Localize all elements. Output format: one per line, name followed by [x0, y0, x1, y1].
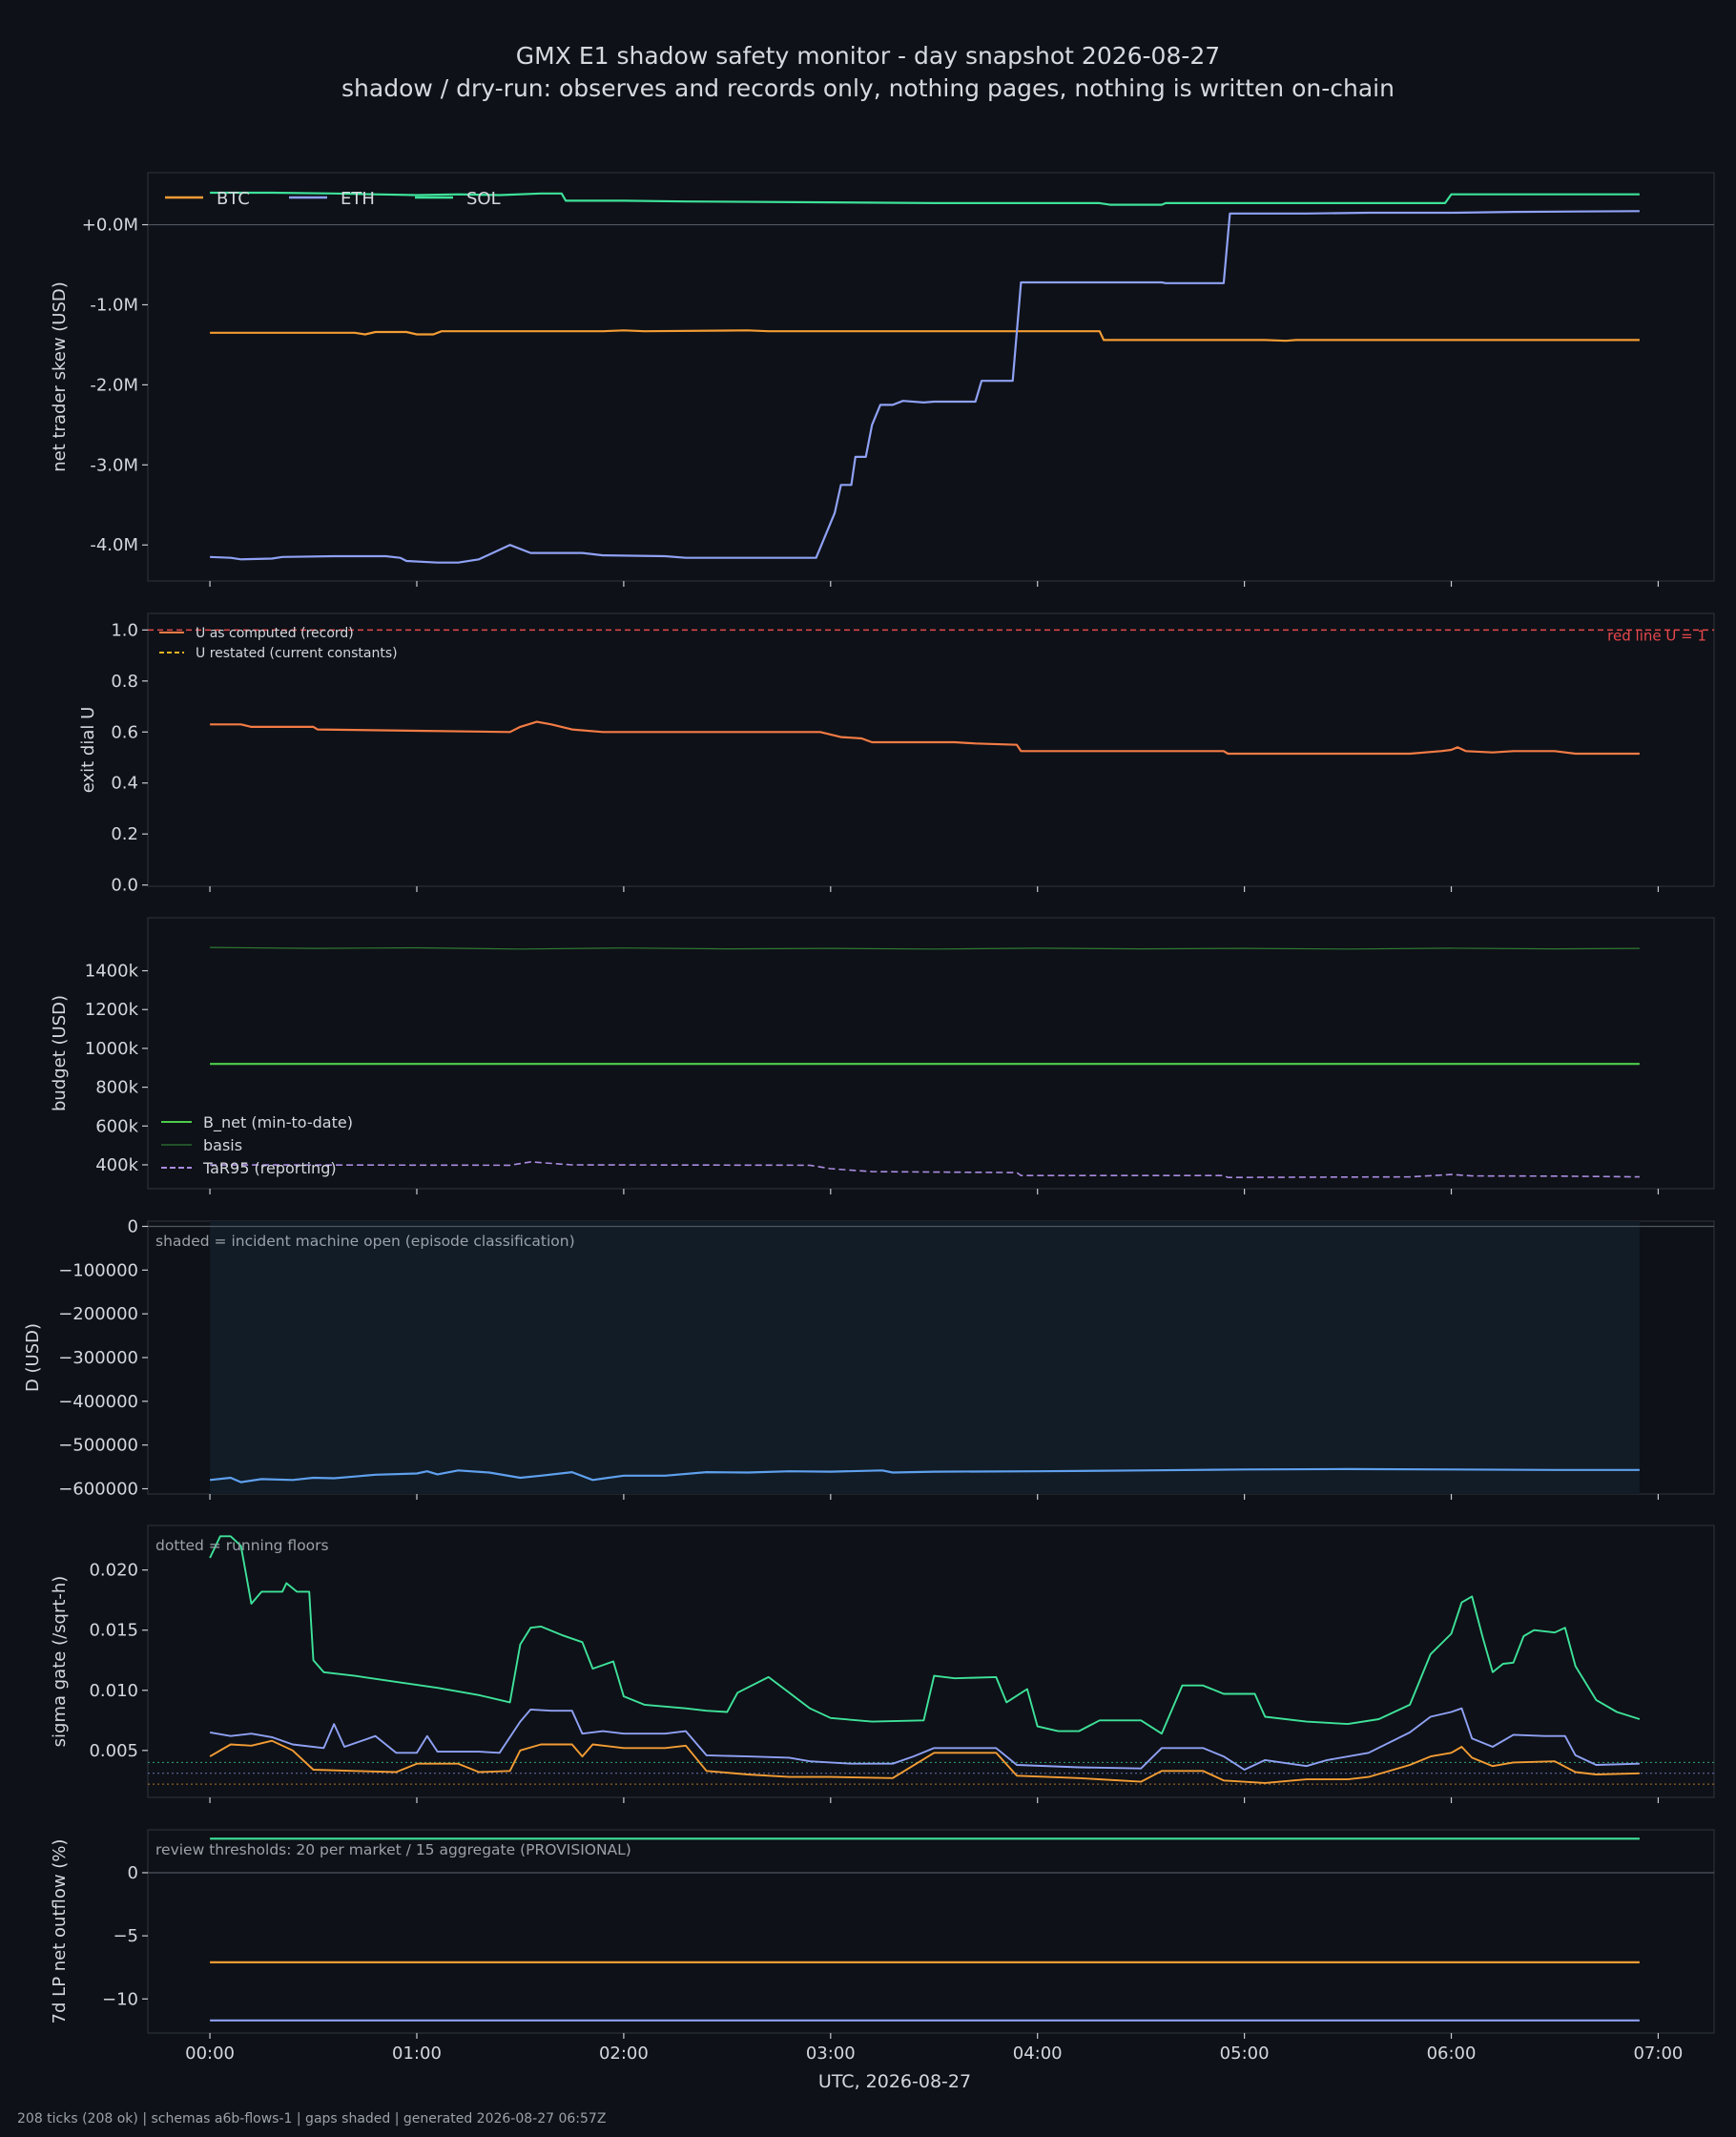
legend-label: TaR95 (reporting): [202, 1159, 337, 1177]
y-tick-label: 0.010: [89, 1681, 138, 1701]
y-tick-label: −10: [102, 1989, 138, 2009]
y-tick-label: 0.0: [111, 876, 138, 896]
chart-panel-4: 0 −100000 −200000 −300000 −400000 −500000 −600…: [23, 1217, 1715, 1500]
y-tick-label: 1000k: [85, 1039, 139, 1059]
series-line-u-as-computed-record-: [210, 720, 1640, 756]
y-tick-label: −400000: [58, 1392, 138, 1412]
series-line-sol: [210, 191, 1640, 206]
y-tick-label: −300000: [58, 1348, 138, 1368]
y-tick-label: 0.6: [111, 722, 138, 742]
y-tick-label: 0.2: [111, 824, 138, 844]
y-tick-label: 0.4: [111, 774, 138, 794]
chart-title: GMX E1 shadow safety monitor - day snaps…: [515, 42, 1221, 70]
y-axis-label: exit dial U: [78, 707, 98, 794]
x-tick-label: 04:00: [1013, 2044, 1063, 2064]
panel-annotation: dotted = running floors: [155, 1537, 329, 1554]
chart-panel-1: +0.0M -1.0M -2.0M -3.0M -4.0M net trader skew…: [50, 172, 1715, 587]
x-tick-label: 06:00: [1427, 2044, 1477, 2064]
chart-panel-2: red line U = 1 0.0 0.2 0.4 0.6 0.8 1.0 exit dia…: [78, 612, 1715, 896]
x-tick-label: 07:00: [1633, 2044, 1683, 2064]
panel-frame: [147, 917, 1715, 1190]
y-tick-label: −200000: [58, 1304, 138, 1324]
panel-frame: [147, 172, 1715, 582]
series-line-tar95-reporting-: [210, 1161, 1640, 1178]
footer-status: 208 ticks (208 ok) | schemas a6b-flows-1…: [17, 2111, 607, 2127]
panel-annotation: review thresholds: 20 per market / 15 ag…: [155, 1841, 631, 1858]
series-line-basis: [210, 946, 1640, 950]
y-tick-label: -3.0M: [90, 455, 138, 475]
y-tick-label: 0.015: [89, 1621, 138, 1641]
legend-label: SOL: [466, 189, 501, 209]
y-axis-label: sigma gate (/sqrt-h): [50, 1576, 70, 1748]
y-tick-label: −5: [113, 1926, 138, 1946]
series-line-d: [209, 1467, 1640, 1483]
y-tick-label: 1400k: [85, 962, 139, 982]
y-tick-label: -4.0M: [90, 535, 138, 555]
y-tick-label: 800k: [95, 1078, 138, 1098]
panel-frame: [147, 1525, 1715, 1798]
legend-label: U restated (current constants): [196, 646, 398, 661]
shaded-region: [210, 1221, 1640, 1494]
x-tick-label: 01:00: [392, 2044, 442, 2064]
y-tick-label: 0.8: [111, 672, 138, 692]
y-tick-label: -1.0M: [90, 295, 138, 315]
panel-frame: [147, 1829, 1715, 2034]
legend-label: basis: [203, 1136, 242, 1154]
series-line-eth: [210, 210, 1640, 564]
y-axis-label: 7d LP net outflow (%): [50, 1839, 70, 2024]
title-block: GMX E1 shadow safety monitor - day snaps…: [0, 40, 1736, 105]
panel-frame: [147, 612, 1715, 887]
y-axis-label: D (USD): [23, 1323, 43, 1392]
x-tick-label: 03:00: [806, 2044, 856, 2064]
y-tick-label: 0: [128, 1863, 138, 1883]
chart-panel-5: 0.005 0.010 0.015 0.020 sigma gate (/sqrt-h)…: [50, 1525, 1715, 1803]
series-line-btc: [209, 1739, 1640, 1784]
chart-panel-3: 400k 600k 800k 1000k 1200k 1400k budget (USD) B…: [50, 917, 1715, 1194]
chart-subtitle: shadow / dry-run: observes and records o…: [341, 74, 1395, 102]
x-tick-label: 00:00: [185, 2044, 235, 2064]
legend-label: ETH: [341, 189, 375, 209]
x-tick-label: 05:00: [1220, 2044, 1270, 2064]
y-tick-label: 0: [128, 1217, 138, 1237]
y-tick-label: −100000: [58, 1260, 138, 1280]
legend-label: BTC: [217, 189, 250, 209]
y-tick-label: 400k: [95, 1155, 138, 1175]
y-axis-label: budget (USD): [50, 995, 70, 1111]
y-tick-label: +0.0M: [82, 216, 138, 236]
y-tick-label: 600k: [95, 1116, 138, 1136]
y-tick-label: 1200k: [85, 1000, 139, 1020]
legend-label: B_net (min-to-date): [203, 1113, 353, 1132]
x-tick-label: 02:00: [599, 2044, 649, 2064]
y-tick-label: 0.020: [89, 1561, 138, 1581]
y-tick-label: −600000: [58, 1480, 138, 1500]
series-line-eth: [209, 1707, 1640, 1771]
y-axis-label: net trader skew (USD): [50, 281, 70, 472]
red-line-label: red line U = 1: [1607, 627, 1706, 644]
panel-annotation: shaded = incident machine open (episode …: [155, 1233, 575, 1250]
series-line-btc: [210, 329, 1640, 342]
y-tick-label: -2.0M: [90, 375, 138, 395]
y-tick-label: 1.0: [111, 620, 138, 640]
y-tick-label: 0.005: [89, 1741, 138, 1761]
chart-panel-6: 0 −5 −10 7d LP net outflow (%) 00:00 01:00 02:…: [50, 1829, 1715, 2064]
x-axis-label: UTC, 2026-08-27: [818, 2071, 971, 2092]
series-line-sol: [209, 1535, 1641, 1735]
y-tick-label: −500000: [58, 1436, 138, 1456]
legend-label: U as computed (record): [196, 626, 354, 641]
